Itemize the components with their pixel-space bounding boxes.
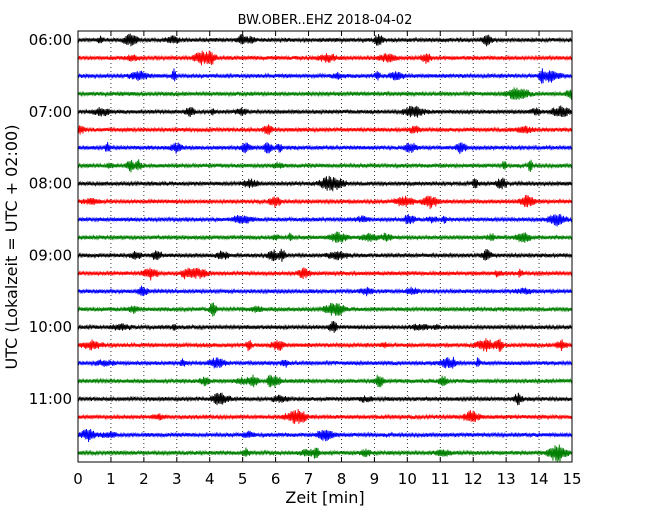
- trace-line: [77, 267, 573, 281]
- x-tick-label: 11: [431, 470, 450, 488]
- x-tick-label: 8: [337, 470, 347, 488]
- x-tick-label: 0: [73, 470, 83, 488]
- x-axis-label: Zeit [min]: [285, 488, 364, 507]
- seismogram-traces: [77, 33, 573, 462]
- trace-line: [77, 285, 573, 297]
- trace-line: [77, 392, 573, 406]
- y-axis-label: UTC (Lokalzeit = UTC + 02:00): [2, 125, 21, 370]
- trace-line: [77, 213, 573, 227]
- y-tick-label: 09:00: [29, 246, 72, 264]
- x-tick-label: 12: [464, 470, 483, 488]
- trace-line: [77, 356, 573, 369]
- x-tick-label: 5: [238, 470, 248, 488]
- trace-line: [77, 68, 573, 84]
- x-tick-label: 7: [304, 470, 314, 488]
- trace-line: [77, 338, 573, 352]
- trace-line: [77, 141, 573, 154]
- x-tick-label: 10: [398, 470, 417, 488]
- x-axis-ticks: 0 1 2 3 4 5 6 7 8 9 10 11 12 13 14 15: [73, 31, 582, 488]
- x-tick-label: 14: [530, 470, 549, 488]
- y-tick-label: 07:00: [29, 103, 72, 121]
- trace-line: [77, 408, 573, 424]
- trace-line: [77, 105, 573, 118]
- trace-line: [77, 444, 573, 462]
- y-tick-label: 08:00: [29, 175, 72, 193]
- x-tick-label: 6: [271, 470, 281, 488]
- trace-line: [77, 175, 573, 192]
- trace-line: [77, 87, 573, 100]
- y-tick-label: 10:00: [29, 318, 72, 336]
- trace-line: [77, 159, 573, 173]
- trace-line: [77, 231, 573, 244]
- x-tick-label: 13: [497, 470, 516, 488]
- x-tick-label: 2: [139, 470, 149, 488]
- trace-line: [77, 50, 573, 66]
- y-axis-ticks: 06:00 07:00 08:00 09:00 10:00 11:00: [29, 31, 572, 408]
- trace-line: [77, 374, 573, 388]
- y-tick-label: 11:00: [29, 390, 72, 408]
- trace-line: [77, 194, 573, 209]
- trace-line: [77, 33, 573, 47]
- trace-line: [77, 428, 573, 442]
- x-tick-label: 4: [205, 470, 215, 488]
- y-tick-label: 06:00: [29, 31, 72, 49]
- x-tick-label: 15: [562, 470, 581, 488]
- x-tick-label: 9: [370, 470, 380, 488]
- trace-line: [77, 302, 573, 317]
- plot-frame: [77, 30, 573, 463]
- x-tick-label: 1: [106, 470, 116, 488]
- x-tick-label: 3: [172, 470, 182, 488]
- trace-line: [77, 124, 573, 135]
- chart-title: BW.OBER..EHZ 2018-04-02: [238, 13, 413, 28]
- trace-line: [77, 248, 573, 262]
- trace-line: [77, 321, 573, 333]
